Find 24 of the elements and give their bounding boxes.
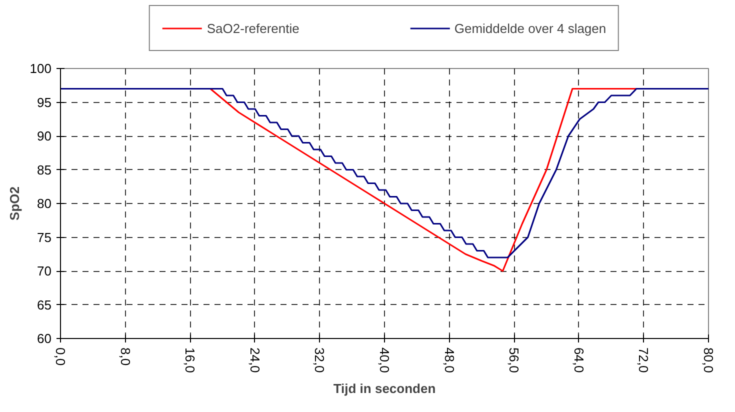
y-tick-label: 95 — [37, 94, 52, 110]
x-tick-label: 80,0 — [701, 348, 716, 373]
x-tick-label: 64,0 — [571, 348, 586, 373]
legend-label: Gemiddelde over 4 slagen — [454, 20, 606, 36]
x-tick-label: 8,0 — [118, 348, 133, 366]
y-tick-label: 75 — [37, 230, 52, 245]
y-tick-label: 85 — [37, 162, 52, 178]
y-axis-title: SpO2 — [6, 186, 22, 220]
y-tick-label: 70 — [37, 264, 52, 278]
x-tick-label: 32,0 — [312, 348, 328, 373]
y-tick-label: 90 — [37, 128, 52, 144]
y-tick-label: 100 — [30, 61, 52, 76]
x-tick-label: 72,0 — [636, 348, 652, 373]
x-tick-label: 24,0 — [247, 348, 262, 373]
x-tick-label: 0,0 — [53, 348, 68, 366]
y-tick-label: 60 — [37, 331, 52, 346]
x-axis-title: Tijd in seconden — [333, 380, 436, 396]
y-tick-label: 80 — [37, 196, 52, 211]
x-tick-label: 40,0 — [377, 348, 392, 373]
x-tick-label: 48,0 — [442, 348, 457, 373]
x-tick-label: 16,0 — [182, 348, 198, 373]
y-tick-label: 65 — [37, 297, 52, 312]
legend-label: SaO2-referentie — [206, 20, 300, 36]
x-tick-label: 56,0 — [506, 348, 522, 373]
